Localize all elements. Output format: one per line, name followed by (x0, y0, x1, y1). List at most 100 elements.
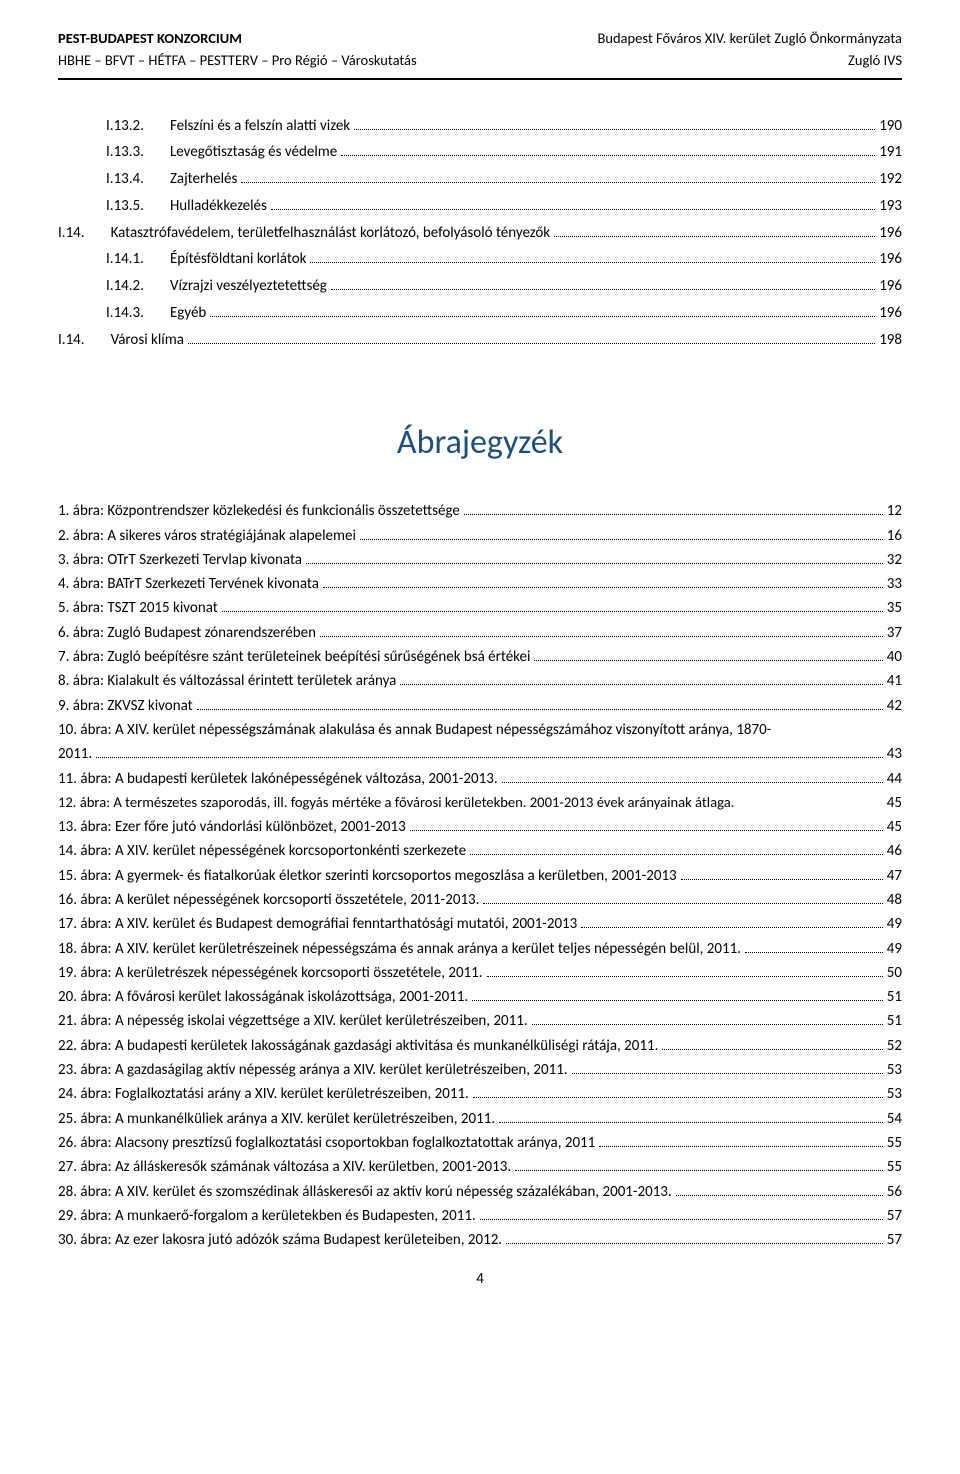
toc-entry[interactable]: I.14.Katasztrófavédelem, területfelhaszn… (58, 221, 902, 246)
figure-entry[interactable]: 11. ábra: A budapesti kerületek lakónépe… (58, 767, 902, 791)
figure-page-number: 57 (887, 1228, 902, 1252)
figure-entry[interactable]: 16. ábra: A kerület népességének korcsop… (58, 888, 902, 912)
toc-row: I.13.3.Levegőtisztaság és védelme191 (106, 140, 902, 165)
figure-entry[interactable]: 28. ábra: A XIV. kerület és szomszédinak… (58, 1180, 902, 1204)
figure-leader-dots (515, 1161, 883, 1172)
toc-leader-dots (354, 119, 875, 130)
toc-number: I.13.5. (106, 194, 170, 219)
toc-number: I.14.1. (106, 247, 170, 272)
toc-entry[interactable]: I.14.1.Építésföldtani korlátok196 (106, 247, 902, 272)
figure-title: 1. ábra: Központrendszer közlekedési és … (58, 499, 460, 523)
figure-entry[interactable]: 2. ábra: A sikeres város stratégiájának … (58, 524, 902, 548)
figure-entry[interactable]: 6. ábra: Zugló Budapest zónarendszerében… (58, 621, 902, 645)
header-right-1: Budapest Főváros XIV. kerület Zugló Önko… (597, 28, 902, 50)
figure-leader-dots (581, 918, 883, 929)
figure-entry[interactable]: 12. ábra: A természetes szaporodás, ill.… (58, 791, 902, 815)
figure-title: 2. ábra: A sikeres város stratégiájának … (58, 524, 356, 548)
figure-entry[interactable]: 9. ábra: ZKVSZ kivonat 42 (58, 694, 902, 718)
figure-title: 25. ábra: A munkanélküliek aránya a XIV.… (58, 1107, 495, 1131)
figure-entry[interactable]: 23. ábra: A gazdaságilag aktív népesség … (58, 1058, 902, 1082)
figure-entry[interactable]: 27. ábra: Az álláskeresők számának válto… (58, 1155, 902, 1179)
figure-page-number: 40 (887, 645, 902, 669)
toc-section: I.13.2.Felszíni és a felszín alatti vize… (58, 114, 902, 353)
figure-entry[interactable]: 20. ábra: A fővárosi kerület lakosságána… (58, 985, 902, 1009)
figure-entry[interactable]: 13. ábra: Ezer főre jutó vándorlási külö… (58, 815, 902, 839)
toc-entry[interactable]: I.13.3.Levegőtisztaság és védelme191 (106, 140, 902, 165)
toc-row: I.13.4.Zajterhelés192 (106, 167, 902, 192)
figure-page-number: 51 (887, 985, 902, 1009)
figure-page-number: 50 (887, 961, 902, 985)
figure-entry[interactable]: 25. ábra: A munkanélküliek aránya a XIV.… (58, 1107, 902, 1131)
figure-entry[interactable]: 3. ábra: OTrT Szerkezeti Tervlap kivonat… (58, 548, 902, 572)
toc-page-number: 198 (879, 328, 902, 353)
figure-entry[interactable]: 22. ábra: A budapesti kerületek lakosság… (58, 1034, 902, 1058)
figure-entry[interactable]: 10. ábra: A XIV. kerület népességszámána… (58, 718, 902, 767)
figure-page-number: 45 (887, 791, 902, 815)
figure-page-number: 55 (887, 1155, 902, 1179)
figure-entry[interactable]: 7. ábra: Zugló beépítésre szánt területe… (58, 645, 902, 669)
figure-page-number: 35 (887, 596, 902, 620)
figure-page-number: 33 (887, 572, 902, 596)
figure-entry[interactable]: 26. ábra: Alacsony presztízsű foglalkozt… (58, 1131, 902, 1155)
figure-title: 29. ábra: A munkaerő-forgalom a kerülete… (58, 1204, 476, 1228)
figure-entry[interactable]: 4. ábra: BATrT Szerkezeti Tervének kivon… (58, 572, 902, 596)
toc-title: Katasztrófavédelem, területfelhasználást… (111, 221, 551, 246)
figure-leader-dots (534, 651, 882, 662)
toc-page-number: 192 (879, 167, 902, 192)
toc-entry[interactable]: I.13.2.Felszíni és a felszín alatti vize… (106, 114, 902, 139)
toc-title: Egyéb (170, 301, 206, 326)
figure-title-line1: 10. ábra: A XIV. kerület népességszámána… (58, 718, 902, 742)
figure-title: 21. ábra: A népesség iskolai végzettsége… (58, 1009, 528, 1033)
figure-entry[interactable]: 24. ábra: Foglalkoztatási arány a XIV. k… (58, 1082, 902, 1106)
figure-leader-dots (410, 821, 883, 832)
toc-row: I.14.Városi klíma198 (58, 328, 902, 353)
figure-leader-dots (745, 942, 883, 953)
figure-leader-dots (360, 529, 883, 540)
figure-title: 14. ábra: A XIV. kerület népességének ko… (58, 839, 466, 863)
page-number: 4 (58, 1270, 902, 1288)
toc-title: Vízrajzi veszélyeztetettség (170, 274, 327, 299)
figure-entry[interactable]: 5. ábra: TSZT 2015 kivonat35 (58, 596, 902, 620)
toc-number: I.13.2. (106, 114, 170, 139)
figure-title: 9. ábra: ZKVSZ kivonat (58, 694, 193, 718)
figure-entry[interactable]: 15. ábra: A gyermek- és fiatalkorúak éle… (58, 864, 902, 888)
figure-entry[interactable]: 1. ábra: Központrendszer közlekedési és … (58, 499, 902, 523)
figure-entry[interactable]: 14. ábra: A XIV. kerület népességének ko… (58, 839, 902, 863)
figure-entry[interactable]: 29. ábra: A munkaerő-forgalom a kerülete… (58, 1204, 902, 1228)
toc-page-number: 191 (879, 140, 902, 165)
toc-entry[interactable]: I.13.5.Hulladékkezelés193 (106, 194, 902, 219)
toc-number: I.14. (58, 221, 111, 246)
header-right-2: Zugló IVS (848, 50, 902, 72)
figure-entry[interactable]: 8. ábra: Kialakult és változással érinte… (58, 669, 902, 693)
document-page: PEST-BUDAPEST KONZORCIUM Budapest Főváro… (0, 0, 960, 1318)
figure-leader-dots (502, 772, 883, 783)
toc-number: I.13.3. (106, 140, 170, 165)
toc-leader-dots (188, 333, 875, 344)
figure-entry[interactable]: 30. ábra: Az ezer lakosra jutó adózók sz… (58, 1228, 902, 1252)
figure-page-number: 49 (887, 912, 902, 936)
toc-page-number: 196 (879, 274, 902, 299)
figure-entry[interactable]: 19. ábra: A kerületrészek népességének k… (58, 961, 902, 985)
figure-page-number: 55 (887, 1131, 902, 1155)
figure-title: 26. ábra: Alacsony presztízsű foglalkozt… (58, 1131, 595, 1155)
toc-entry[interactable]: I.14.Városi klíma198 (58, 328, 902, 353)
toc-row: I.14.Katasztrófavédelem, területfelhaszn… (58, 221, 902, 246)
figure-entry[interactable]: 21. ábra: A népesség iskolai végzettsége… (58, 1009, 902, 1033)
figure-title: 7. ábra: Zugló beépítésre szánt területe… (58, 645, 530, 669)
figure-leader-dots (400, 675, 882, 686)
figure-entry[interactable]: 17. ábra: A XIV. kerület és Budapest dem… (58, 912, 902, 936)
toc-entry[interactable]: I.14.3.Egyéb196 (106, 301, 902, 326)
toc-page-number: 196 (879, 221, 902, 246)
toc-entry[interactable]: I.13.4.Zajterhelés192 (106, 167, 902, 192)
toc-leader-dots (310, 253, 875, 264)
toc-row: I.14.2.Vízrajzi veszélyeztetettség 196 (106, 274, 902, 299)
toc-number: I.14.3. (106, 301, 170, 326)
figure-leader-dots (532, 1015, 883, 1026)
toc-leader-dots (271, 199, 875, 210)
toc-number: I.14.2. (106, 274, 170, 299)
figure-entry[interactable]: 18. ábra: A XIV. kerület kerületrészeine… (58, 937, 902, 961)
figure-title: 17. ábra: A XIV. kerület és Budapest dem… (58, 912, 577, 936)
toc-entry[interactable]: I.14.2.Vízrajzi veszélyeztetettség 196 (106, 274, 902, 299)
figure-page-number: 44 (887, 767, 902, 791)
figure-page-number: 42 (887, 694, 902, 718)
